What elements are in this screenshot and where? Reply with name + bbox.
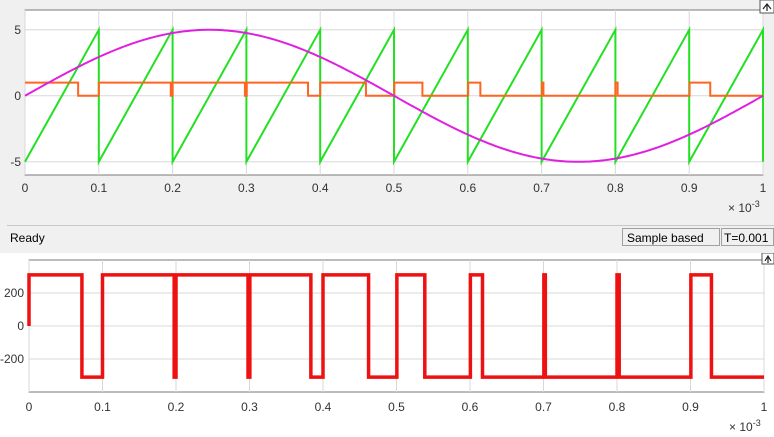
y-tick-label: 0	[17, 319, 24, 333]
scope-plot-top: 0 0.1 0.2 0.3 0.4 0.5 0.6 0.7 0.8 0.9 1-505 × 10-3	[10, 0, 774, 215]
series-group	[27, 273, 764, 379]
y-tick-label: -200	[0, 352, 24, 366]
x-tick-label: 0.4	[312, 181, 329, 195]
x-tick-label: 1	[761, 400, 768, 414]
sine-series-line	[24, 28, 764, 163]
y-tick-label: -5	[10, 155, 21, 169]
pwm-series-line	[27, 273, 764, 379]
axes-expand-icon[interactable]	[761, 253, 774, 265]
y-tick-label: 200	[4, 286, 24, 300]
sample-time-indicator: T=0.001	[721, 228, 774, 246]
x-tick-label: 0.3	[241, 400, 258, 414]
scope-window-bottom: 0 0.1 0.2 0.3 0.4 0.5 0.6 0.7 0.8 0.9 1 -200 0 200 × …	[0, 253, 774, 437]
scope-window-top: 0 0.1 0.2 0.3 0.4 0.5 0.6 0.7 0.8 0.9 1 -5 0 5 × 10-3…	[7, 0, 774, 250]
x-tick-label: 0.2	[164, 181, 181, 195]
x-tick-label: 0.4	[315, 400, 332, 414]
x-exponent-label: × 10-3	[729, 418, 761, 434]
x-tick-label: 0.9	[681, 181, 698, 195]
status-ready-text: Ready	[10, 231, 45, 245]
x-tick-label: 0.1	[94, 400, 111, 414]
x-exponent-label: × 10-3	[728, 199, 760, 215]
x-tick-label: 0.1	[90, 181, 107, 195]
x-tick-label: 0	[22, 181, 29, 195]
x-tick-label: 0.6	[462, 400, 479, 414]
axes-expand-icon[interactable]	[759, 0, 774, 14]
x-tick-label: 0	[26, 400, 33, 414]
status-bar: Ready Sample based T=0.001	[7, 225, 774, 250]
x-tick-label: 0.5	[386, 181, 403, 195]
sawtooth-series-line	[24, 25, 764, 166]
x-tick-label: 1	[760, 181, 767, 195]
x-tick-label: 0.7	[533, 181, 550, 195]
series-group	[24, 25, 764, 166]
comparator-series-line	[25, 81, 763, 97]
y-tick-label: 5	[14, 23, 21, 37]
x-tick-label: 0.2	[168, 400, 185, 414]
tick-labels: 0 0.1 0.2 0.3 0.4 0.5 0.6 0.7 0.8 0.9 1-505	[10, 23, 766, 195]
sample-mode-indicator: Sample based	[622, 228, 720, 246]
x-tick-label: 0.8	[609, 400, 626, 414]
y-tick-label: 0	[14, 89, 21, 103]
scope-plot-bottom: 0 0.1 0.2 0.3 0.4 0.5 0.6 0.7 0.8 0.9 1 -200 0 200 × …	[0, 253, 774, 434]
tick-labels: 0 0.1 0.2 0.3 0.4 0.5 0.6 0.7 0.8 0.9 1 -200 0 200	[0, 286, 768, 414]
x-tick-label: 0.6	[459, 181, 476, 195]
x-tick-label: 0.5	[388, 400, 405, 414]
x-tick-label: 0.3	[238, 181, 255, 195]
x-tick-label: 0.8	[607, 181, 624, 195]
x-tick-label: 0.7	[535, 400, 552, 414]
x-tick-label: 0.9	[682, 400, 699, 414]
